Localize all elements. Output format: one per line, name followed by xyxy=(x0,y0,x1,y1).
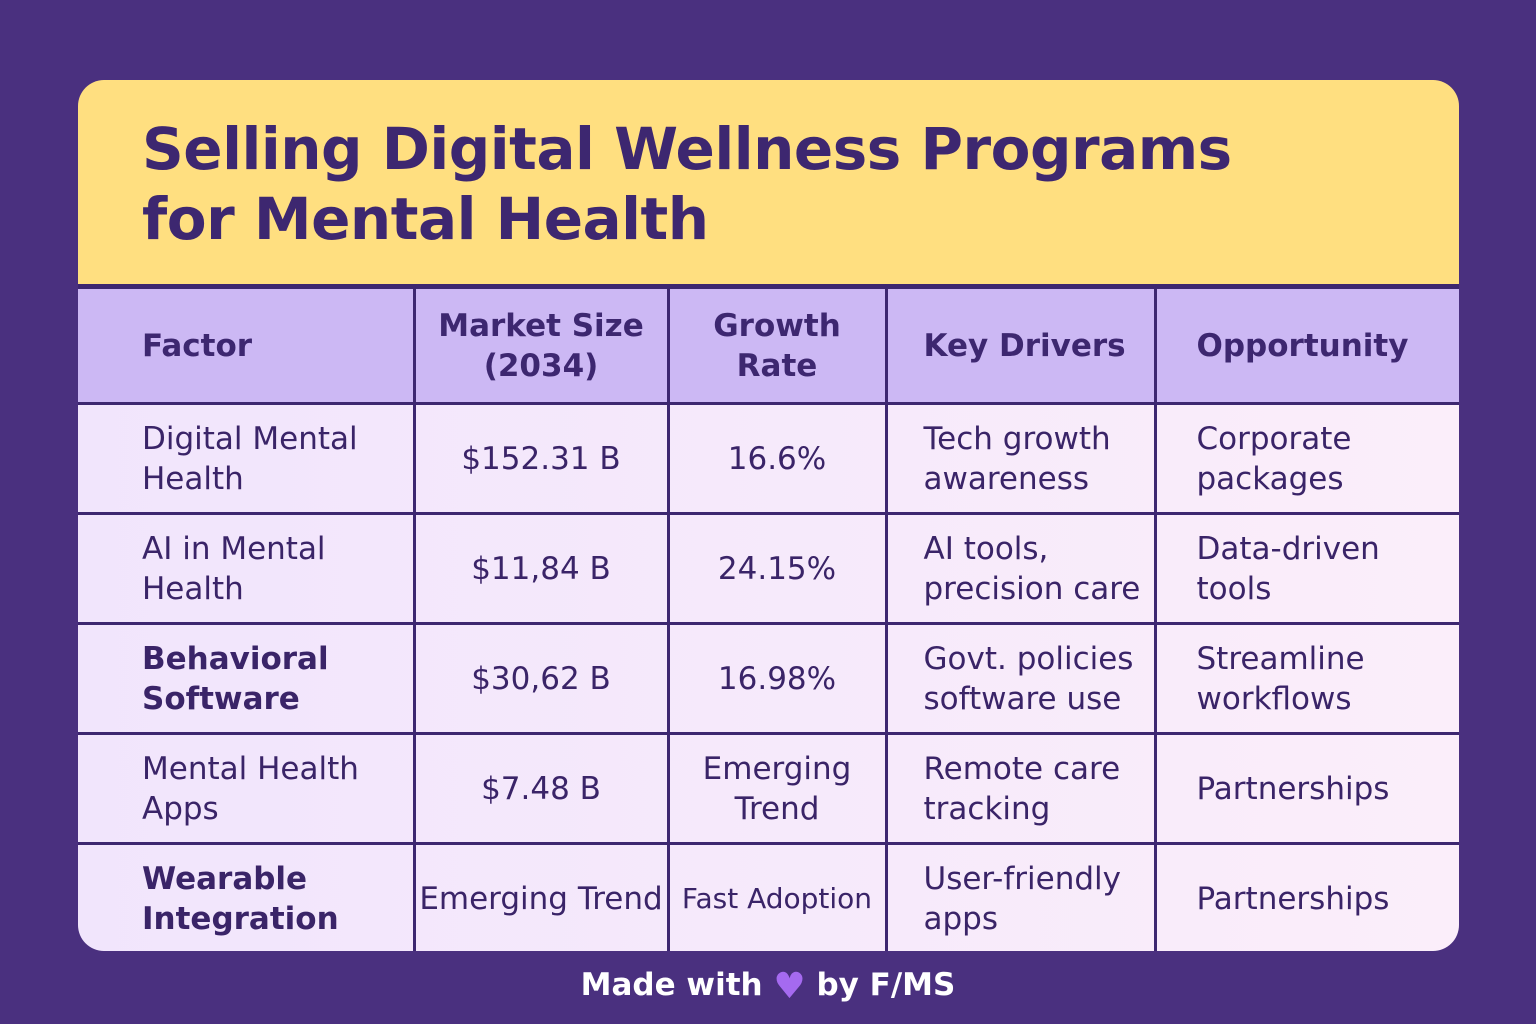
cell-opportunity: Partnerships xyxy=(1153,842,1459,951)
cell-key-drivers: AI tools, precision care xyxy=(884,512,1157,625)
cell-opportunity: Data-driven tools xyxy=(1153,512,1459,625)
market-table: Factor Market Size (2034) Growth Rate Ke… xyxy=(78,286,1459,951)
cell-key-drivers: Remote care tracking xyxy=(884,732,1157,845)
header-key-drivers: Key Drivers xyxy=(884,286,1157,405)
cell-growth-rate: 16.98% xyxy=(666,622,888,735)
cell-factor: Mental Health Apps xyxy=(78,732,416,845)
cell-growth-rate: 24.15% xyxy=(666,512,888,625)
cell-opportunity: Streamline workflows xyxy=(1153,622,1459,735)
cell-market-size: $152.31 B xyxy=(412,402,670,515)
table-row: AI in Mental Health $11,84 B 24.15% AI t… xyxy=(78,512,1459,625)
table-row: Wearable Integration Emerging Trend Fast… xyxy=(78,842,1459,951)
table-row: Digital Mental Health $152.31 B 16.6% Te… xyxy=(78,402,1459,515)
cell-factor: Wearable Integration xyxy=(78,842,416,951)
header-growth-rate: Growth Rate xyxy=(666,286,888,405)
cell-key-drivers: User-friendly apps xyxy=(884,842,1157,951)
header-factor: Factor xyxy=(78,286,416,405)
cell-market-size: Emerging Trend xyxy=(412,842,670,951)
cell-market-size: $30,62 B xyxy=(412,622,670,735)
footer-text-after: by F/MS xyxy=(816,967,956,1003)
purple-heart-icon: ♥ xyxy=(773,966,806,1007)
table-row: Behavioral Software $30,62 B 16.98% Govt… xyxy=(78,622,1459,735)
cell-growth-rate: Emerging Trend xyxy=(666,732,888,845)
cell-key-drivers: Tech growth awareness xyxy=(884,402,1157,515)
cell-key-drivers: Govt. policies software use xyxy=(884,622,1157,735)
header-row: Factor Market Size (2034) Growth Rate Ke… xyxy=(78,286,1459,405)
footer-text-before: Made with xyxy=(580,967,763,1003)
cell-factor: Digital Mental Health xyxy=(78,402,416,515)
cell-opportunity: Partnerships xyxy=(1153,732,1459,845)
header-market-size: Market Size (2034) xyxy=(412,286,670,405)
table-row: Mental Health Apps $7.48 B Emerging Tren… xyxy=(78,732,1459,845)
page-title: Selling Digital Wellness Programs for Me… xyxy=(142,115,1232,253)
cell-growth-rate: Fast Adoption xyxy=(666,842,888,951)
header-opportunity: Opportunity xyxy=(1153,286,1459,405)
cell-market-size: $7.48 B xyxy=(412,732,670,845)
footer-credit: Made with ♥ by F/MS xyxy=(0,966,1536,1007)
title-banner: Selling Digital Wellness Programs for Me… xyxy=(78,80,1459,284)
cell-growth-rate: 16.6% xyxy=(666,402,888,515)
cell-opportunity: Corporate packages xyxy=(1153,402,1459,515)
cell-factor: AI in Mental Health xyxy=(78,512,416,625)
cell-factor: Behavioral Software xyxy=(78,622,416,735)
cell-market-size: $11,84 B xyxy=(412,512,670,625)
table-card: Selling Digital Wellness Programs for Me… xyxy=(78,80,1459,951)
